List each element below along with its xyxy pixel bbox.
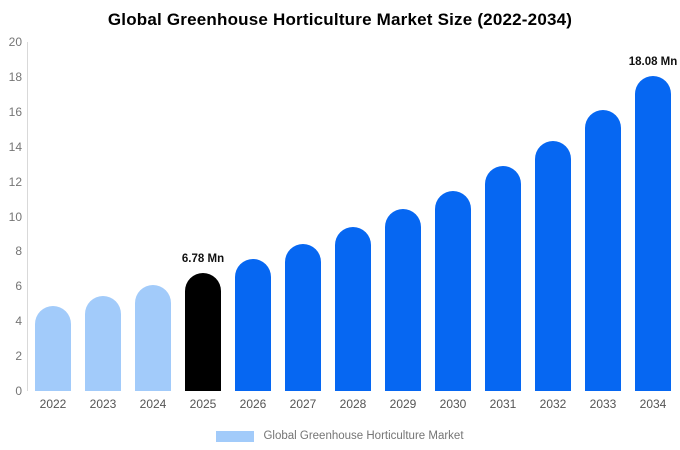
x-tick-label: 2033 <box>589 397 617 411</box>
bar-2024[interactable] <box>135 285 171 391</box>
y-tick-label: 10 <box>8 209 22 224</box>
bar-column: 18.08 Mn 2034 <box>628 42 678 411</box>
bar-column: 2030 <box>428 42 478 411</box>
bar-column: 2023 <box>78 42 128 411</box>
y-tick-label: 12 <box>8 174 22 189</box>
bar-2034[interactable] <box>635 75 671 391</box>
x-tick-label: 2030 <box>439 397 467 411</box>
bar-2033[interactable] <box>585 110 621 391</box>
bars-row: 2022 2023 2024 6.78 Mn 2025 2026 2027 2028 2029 2… <box>28 42 678 411</box>
x-tick-label: 2029 <box>389 397 417 411</box>
y-tick-label: 18 <box>8 69 22 84</box>
bar-column: 2033 <box>578 42 628 411</box>
bar-2023[interactable] <box>85 295 121 391</box>
bar-column: 6.78 Mn 2025 <box>178 42 228 411</box>
y-tick-label: 2 <box>15 349 22 364</box>
bar-2029[interactable] <box>385 208 421 391</box>
x-tick-label: 2024 <box>139 397 167 411</box>
bar-column: 2022 <box>28 42 78 411</box>
bar-value-label: 18.08 Mn <box>628 55 678 68</box>
x-tick-label: 2022 <box>39 397 67 411</box>
bar-column: 2024 <box>128 42 178 411</box>
bar-2025[interactable] <box>185 272 221 391</box>
y-tick-label: 16 <box>8 104 22 119</box>
y-tick-label: 20 <box>8 35 22 49</box>
bar-column: 2027 <box>278 42 328 411</box>
y-tick-label: 8 <box>15 244 22 259</box>
x-tick-label: 2027 <box>289 397 317 411</box>
y-axis-line <box>27 42 28 391</box>
bar-column: 2026 <box>228 42 278 411</box>
chart-title: Global Greenhouse Horticulture Market Si… <box>107 10 573 29</box>
legend-swatch <box>216 430 255 442</box>
plot-area: 0 2 4 6 8 10 12 14 16 18 20 2022 2023 2024 6.78 Mn 202… <box>0 35 680 411</box>
x-tick-label: 2025 <box>189 397 217 411</box>
bar-value-label: 6.78 Mn <box>181 252 225 265</box>
bar-2028[interactable] <box>335 226 371 391</box>
bar-2026[interactable] <box>235 259 271 391</box>
bar-2030[interactable] <box>435 191 471 391</box>
bar-column: 2028 <box>328 42 378 411</box>
x-tick-label: 2023 <box>89 397 117 411</box>
legend[interactable]: Global Greenhouse Horticulture Market <box>0 430 680 442</box>
y-tick-label: 14 <box>8 139 22 154</box>
y-axis: 0 2 4 6 8 10 12 14 16 18 20 <box>0 35 22 398</box>
bar-2032[interactable] <box>535 140 571 391</box>
bar-column: 2032 <box>528 42 578 411</box>
legend-label: Global Greenhouse Horticulture Market <box>263 430 464 442</box>
bar-column: 2029 <box>378 42 428 411</box>
x-tick-label: 2032 <box>539 397 567 411</box>
x-tick-label: 2028 <box>339 397 367 411</box>
x-tick-label: 2031 <box>489 397 517 411</box>
x-tick-label: 2034 <box>639 397 667 411</box>
y-tick-label: 0 <box>15 384 22 398</box>
bar-column: 2031 <box>478 42 528 411</box>
y-tick-label: 4 <box>15 314 22 329</box>
y-tick-label: 6 <box>15 279 22 294</box>
bar-2027[interactable] <box>285 243 321 391</box>
bar-2031[interactable] <box>485 165 521 391</box>
bar-2022[interactable] <box>35 306 71 391</box>
x-tick-label: 2026 <box>239 397 267 411</box>
